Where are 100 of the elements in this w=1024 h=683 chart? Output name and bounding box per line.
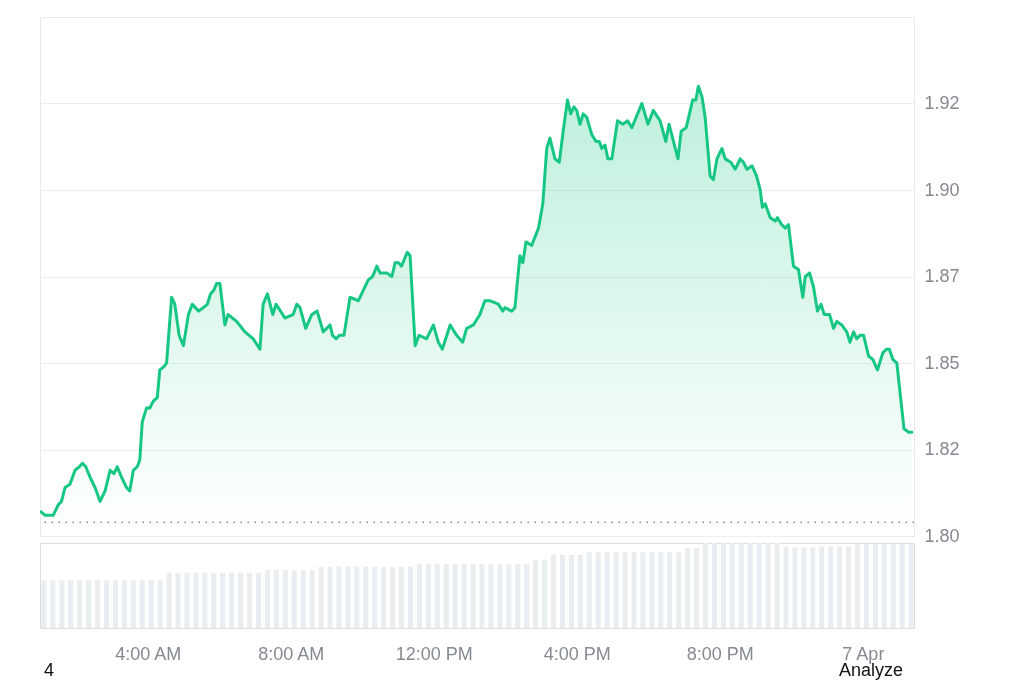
bar (50, 580, 56, 628)
bar (291, 570, 297, 628)
bar (309, 570, 315, 628)
bar (577, 554, 583, 628)
bar (694, 548, 700, 628)
y-tick-label: 1.85 (924, 352, 960, 373)
bar (720, 543, 726, 628)
bar (130, 580, 136, 628)
x-tick-label: 8:00 PM (686, 643, 754, 664)
bar (372, 566, 378, 628)
bar (908, 543, 914, 628)
bar (837, 546, 843, 628)
bar (256, 572, 261, 628)
bar (220, 572, 226, 628)
bar (774, 543, 780, 628)
bar (327, 566, 333, 628)
bar (488, 564, 494, 628)
bar (479, 564, 485, 628)
bar (738, 543, 744, 628)
bar (121, 580, 127, 628)
bar (881, 543, 887, 628)
bar (533, 560, 539, 628)
bar (175, 572, 181, 628)
text: 4 (44, 660, 55, 680)
bar (792, 547, 798, 628)
bar (264, 570, 270, 628)
bar (68, 580, 74, 628)
bar (229, 572, 235, 628)
y-tick-label: 1.90 (924, 179, 960, 200)
bar (542, 560, 548, 628)
bar (855, 543, 860, 628)
x-tick-label: 4:00 AM (115, 643, 182, 664)
bar (506, 564, 512, 628)
bar (363, 566, 369, 628)
bar (470, 564, 476, 628)
bar (77, 580, 83, 628)
bar (622, 552, 628, 628)
bar (747, 543, 753, 628)
x-tick-label: 7 Apr (842, 643, 885, 664)
bar (756, 543, 762, 628)
bar (729, 543, 735, 628)
bar (551, 554, 557, 628)
x-tick-label: 12:00 PM (395, 643, 473, 664)
bar (452, 564, 458, 628)
bar (193, 572, 199, 628)
bar (336, 566, 342, 628)
bar (667, 552, 673, 628)
bar (139, 580, 145, 628)
bar (211, 572, 217, 628)
y-tick-label: 1.87 (924, 266, 960, 286)
bar (345, 566, 351, 628)
bar (148, 580, 154, 628)
bar (711, 543, 717, 628)
bar (273, 570, 279, 628)
bar (354, 566, 360, 628)
bar (810, 547, 816, 628)
bar (568, 554, 574, 628)
bar (318, 566, 324, 628)
bar (238, 572, 244, 628)
bar (801, 547, 807, 628)
x-tick-label: 4:00 PM (543, 643, 611, 664)
bar (765, 543, 771, 628)
bar (676, 552, 682, 628)
bar (112, 580, 118, 628)
bar (497, 564, 503, 628)
bar (604, 552, 610, 628)
bar (586, 552, 592, 628)
bar (846, 546, 852, 628)
bar (282, 570, 288, 628)
bar (166, 572, 172, 628)
bar (783, 547, 789, 628)
bar (300, 570, 306, 628)
bar (399, 566, 405, 628)
bar (425, 564, 431, 628)
bar (640, 552, 646, 628)
bar (443, 564, 449, 628)
y-tick-label: 1.82 (924, 439, 960, 459)
x-tick-label: 8:00 AM (258, 643, 325, 664)
bar (559, 554, 565, 628)
bar (515, 564, 521, 628)
y-tick-label: 1.80 (924, 525, 960, 546)
bar (157, 580, 163, 628)
bar (819, 546, 825, 628)
bar (407, 566, 413, 628)
bar (595, 552, 601, 628)
bar (381, 566, 387, 628)
bar (524, 564, 530, 628)
bar (184, 572, 190, 628)
bar (890, 543, 896, 628)
bar (828, 546, 834, 628)
bar (59, 580, 65, 628)
bar (899, 543, 905, 628)
y-tick-label: 1.92 (924, 93, 960, 113)
bar (685, 548, 691, 628)
bar (390, 566, 396, 628)
bar (649, 552, 655, 628)
bar (631, 552, 637, 628)
bar (416, 564, 422, 628)
bar (658, 552, 664, 628)
bar (95, 580, 101, 628)
